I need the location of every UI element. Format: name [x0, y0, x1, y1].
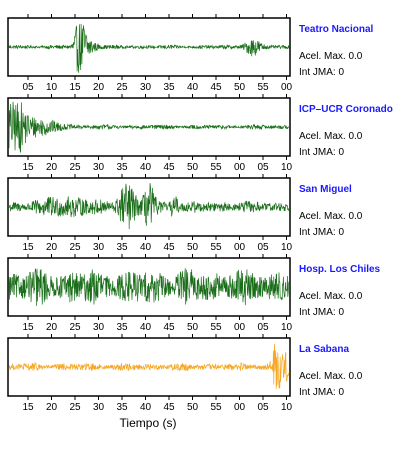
acel-max-label: Acel. Max. 0.0	[299, 51, 363, 62]
x-tick-label: 10	[281, 322, 293, 333]
x-tick-label: 15	[22, 322, 34, 333]
x-tick-label: 35	[116, 162, 128, 173]
x-tick-label: 15	[22, 162, 34, 173]
x-tick-label: 25	[116, 82, 128, 93]
x-tick-label: 35	[116, 322, 128, 333]
int-jma-label: Int JMA: 0	[299, 227, 344, 238]
x-tick-label: 45	[163, 242, 175, 253]
int-jma-label: Int JMA: 0	[299, 307, 344, 318]
x-tick-label: 50	[187, 242, 199, 253]
x-axis-title: Tiempo (s)	[120, 416, 177, 430]
x-tick-label: 45	[210, 82, 222, 93]
waveform-trace	[8, 101, 290, 153]
station-name: La Sabana	[299, 344, 349, 355]
panel-5: 15 20 25 30 35 40 45 50 55 00 05 10 La Sabana Acel. M…	[7, 334, 363, 413]
x-tick-label: 30	[93, 322, 105, 333]
panel-frame	[7, 17, 291, 77]
x-tick-label: 30	[93, 162, 105, 173]
int-jma-label: Int JMA: 0	[299, 67, 344, 78]
x-tick-label: 40	[140, 242, 152, 253]
x-tick-label: 20	[46, 162, 58, 173]
station-name: Teatro Nacional	[299, 24, 373, 35]
panel-frame	[7, 257, 291, 317]
x-tick-label: 20	[46, 402, 58, 413]
int-jma-label: Int JMA: 0	[299, 387, 344, 398]
panel-frame	[7, 97, 291, 157]
x-tick-label: 05	[257, 162, 269, 173]
x-tick-label: 55	[210, 162, 222, 173]
x-tick-label: 50	[187, 402, 199, 413]
waveform-trace	[8, 268, 290, 306]
acel-max-label: Acel. Max. 0.0	[299, 211, 363, 222]
x-tick-label: 35	[116, 242, 128, 253]
x-tick-label: 00	[234, 242, 246, 253]
x-tick-label: 05	[257, 322, 269, 333]
x-tick-label: 20	[46, 322, 58, 333]
x-tick-label: 00	[234, 322, 246, 333]
int-jma-label: Int JMA: 0	[299, 147, 344, 158]
x-tick-label: 15	[69, 82, 81, 93]
x-tick-label: 40	[140, 322, 152, 333]
acel-max-label: Acel. Max. 0.0	[299, 131, 363, 142]
x-tick-label: 35	[163, 82, 175, 93]
x-tick-label: 30	[93, 402, 105, 413]
x-tick-label: 00	[281, 82, 293, 93]
waveform-trace	[8, 343, 290, 390]
x-tick-label: 10	[46, 82, 58, 93]
station-name: San Miguel	[299, 184, 352, 195]
x-tick-label: 25	[69, 162, 81, 173]
x-tick-label: 45	[163, 322, 175, 333]
x-tick-label: 40	[187, 82, 199, 93]
x-tick-label: 00	[234, 162, 246, 173]
waveform-trace	[8, 23, 290, 73]
panel-2: 15 20 25 30 35 40 45 50 55 00 05 10 ICP–UCR Coronado…	[7, 94, 393, 173]
x-tick-label: 05	[22, 82, 34, 93]
station-name: ICP–UCR Coronado	[299, 104, 393, 115]
x-tick-label: 10	[281, 402, 293, 413]
panel-3: 15 20 25 30 35 40 45 50 55 00 05 10 San Miguel Acel. …	[7, 174, 363, 253]
x-tick-label: 30	[93, 242, 105, 253]
x-tick-label: 25	[69, 322, 81, 333]
x-tick-label: 30	[140, 82, 152, 93]
panel-4: 15 20 25 30 35 40 45 50 55 00 05 10 Hosp. Los Chiles…	[7, 254, 381, 333]
waveform-trace	[8, 183, 290, 230]
x-tick-label: 55	[257, 82, 269, 93]
x-tick-label: 45	[163, 162, 175, 173]
x-tick-label: 10	[281, 242, 293, 253]
x-tick-label: 40	[140, 162, 152, 173]
x-tick-label: 10	[281, 162, 293, 173]
panels-group: 05 10 15 20 25 30 35 40 45 50 55 00 Teatro Nacional A…	[7, 14, 393, 413]
x-tick-label: 50	[187, 322, 199, 333]
x-tick-label: 40	[140, 402, 152, 413]
panel-frame	[7, 337, 291, 397]
x-tick-label: 55	[210, 322, 222, 333]
x-tick-label: 45	[163, 402, 175, 413]
x-tick-label: 50	[234, 82, 246, 93]
x-tick-label: 20	[46, 242, 58, 253]
station-name: Hosp. Los Chiles	[299, 264, 381, 275]
x-tick-label: 20	[93, 82, 105, 93]
x-tick-label: 05	[257, 242, 269, 253]
panel-frame	[7, 177, 291, 237]
x-tick-label: 35	[116, 402, 128, 413]
x-tick-label: 15	[22, 402, 34, 413]
x-tick-label: 05	[257, 402, 269, 413]
x-tick-label: 00	[234, 402, 246, 413]
x-tick-label: 50	[187, 162, 199, 173]
x-tick-label: 25	[69, 242, 81, 253]
panel-1: 05 10 15 20 25 30 35 40 45 50 55 00 Teatro Nacional A…	[7, 14, 373, 93]
acel-max-label: Acel. Max. 0.0	[299, 291, 363, 302]
x-tick-label: 25	[69, 402, 81, 413]
x-tick-label: 55	[210, 242, 222, 253]
acel-max-label: Acel. Max. 0.0	[299, 371, 363, 382]
x-tick-label: 55	[210, 402, 222, 413]
x-tick-label: 15	[22, 242, 34, 253]
